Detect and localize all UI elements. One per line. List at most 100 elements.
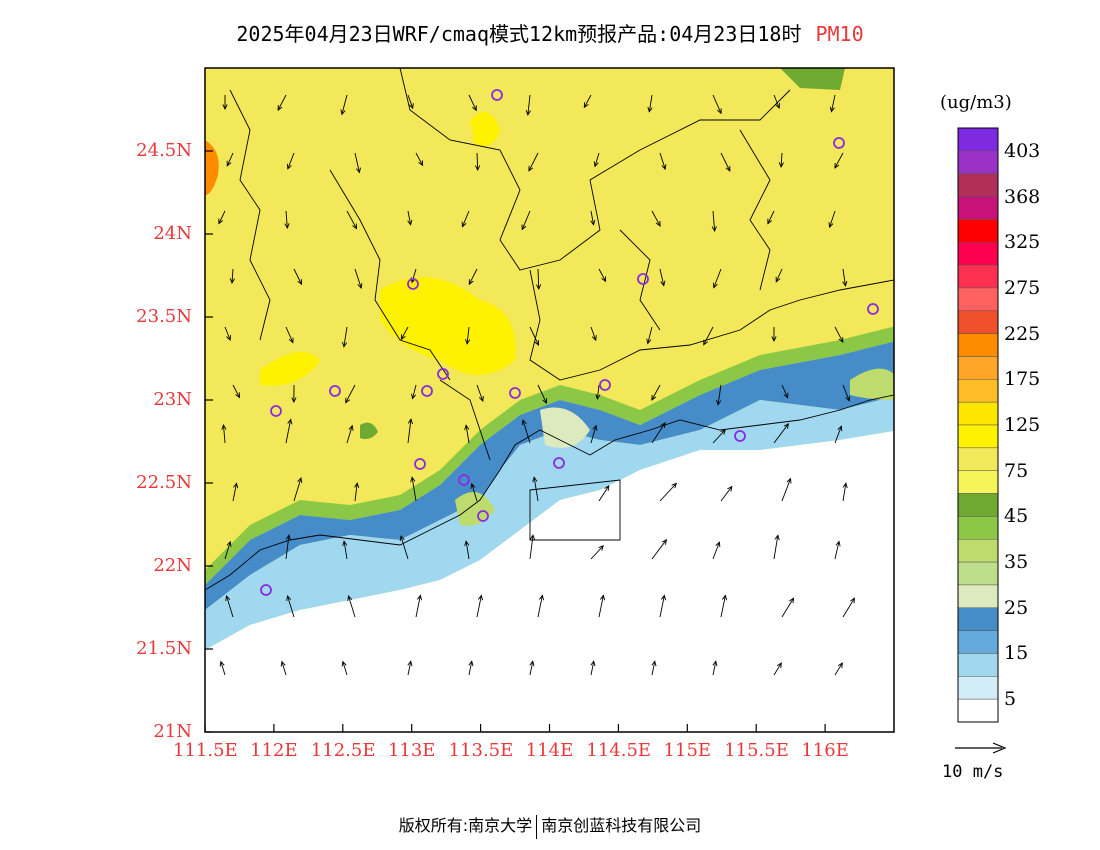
field-patch-125-north: [470, 112, 500, 146]
wind-arrow: [400, 326, 409, 341]
colorbar-swatch: [957, 287, 999, 312]
colorbar-label: 225: [1004, 322, 1041, 345]
wind-arrow: [590, 210, 596, 226]
wind-arrow: [829, 94, 836, 113]
station-marker: [734, 430, 746, 442]
footer-right: 南京创蓝科技有限公司: [541, 816, 702, 835]
station-marker: [553, 457, 565, 469]
wind-arrow: [537, 384, 547, 405]
wind-arrow: [781, 384, 789, 399]
wind-arrow: [773, 94, 780, 109]
field-sea-5: [205, 431, 894, 732]
colorbar-swatch: [957, 676, 999, 700]
colorbar-swatch: [957, 310, 999, 334]
colorbar-label: 25: [1004, 596, 1029, 619]
field-patch-45-small: [360, 422, 378, 440]
field-patch-125: [380, 277, 516, 375]
boundary-north: [399, 68, 791, 271]
field-patch-45-ne: [780, 68, 845, 90]
wind-arrow: [342, 540, 348, 560]
wind-arrow: [407, 210, 413, 226]
lat-label: 24N: [153, 223, 192, 244]
wind-arrow: [593, 152, 600, 168]
wind-arrow: [595, 384, 601, 400]
wind-arrow: [232, 482, 239, 502]
colorbar-swatch: [957, 516, 999, 540]
wind-arrow: [521, 210, 531, 231]
wind-arrow: [529, 326, 540, 347]
station-marker: [637, 273, 649, 285]
wind-arrow: [712, 429, 726, 444]
station-marker: [437, 368, 449, 380]
lon-label: 115E: [663, 740, 712, 761]
wind-arrow: [842, 597, 856, 618]
wind-arrow: [340, 94, 348, 116]
wind-arrow: [399, 535, 409, 560]
wind-arrow: [712, 268, 722, 289]
colorbar-label: 15: [1004, 642, 1029, 665]
colorbar-swatch: [957, 630, 999, 654]
station-marker: [477, 510, 489, 522]
wind-arrow: [222, 95, 228, 111]
coastline-boundaries: [205, 68, 894, 591]
wind-arrow: [590, 326, 597, 342]
field-band-45: [205, 326, 894, 585]
wind-arrow: [415, 152, 424, 167]
field-patch-25-hk: [540, 407, 590, 448]
field-band-15: [205, 396, 894, 650]
wind-arrow: [651, 384, 661, 401]
lon-label: 114E: [525, 740, 574, 761]
wind-arrow: [525, 94, 531, 116]
station-marker: [458, 474, 470, 486]
boundary-east: [739, 129, 771, 291]
wind-arrow: [232, 384, 240, 399]
colorbar: [957, 127, 999, 723]
wind-arrow: [280, 660, 287, 676]
station-marker: [509, 387, 521, 399]
lon-label: 114.5E: [586, 740, 652, 761]
wind-arrow: [583, 94, 592, 109]
lat-label: 23N: [153, 389, 192, 410]
station-marker: [414, 458, 426, 470]
field-patch-35-east: [850, 368, 894, 400]
station-marker-layer: [260, 89, 879, 596]
wind-arrow: [842, 482, 848, 502]
wind-arrow: [651, 422, 666, 444]
wind-arrow: [834, 662, 843, 676]
wind-arrow: [720, 594, 728, 618]
wind-arrow: [720, 152, 731, 172]
boundary-prd: [439, 379, 491, 461]
lat-label: 21.5N: [136, 638, 192, 659]
station-marker: [270, 405, 282, 417]
station-marker: [421, 385, 433, 397]
wind-arrow: [842, 384, 851, 402]
wind-arrow: [464, 540, 470, 560]
colorbar-label: 175: [1004, 368, 1041, 391]
wind-arrow: [711, 210, 717, 232]
concentration-field: [205, 68, 894, 732]
wind-arrow: [284, 210, 290, 229]
lat-label: 21N: [153, 721, 192, 742]
colorbar-swatch: [957, 584, 999, 609]
colorbar-swatch: [957, 447, 999, 471]
wind-arrow: [828, 210, 836, 229]
lat-label: 22N: [153, 555, 192, 576]
wind-arrow: [834, 152, 844, 169]
field-land-75: [205, 68, 894, 570]
wind-arrow: [407, 660, 413, 676]
lon-label: 113E: [387, 740, 436, 761]
wind-arrow: [712, 660, 718, 676]
wind-arrow: [703, 326, 714, 346]
colorbar-swatch: [957, 356, 999, 380]
boundary-central-west: [329, 169, 451, 381]
wind-arrow: [771, 326, 777, 343]
wind-arrow: [659, 268, 666, 287]
lon-label: 113.5E: [448, 740, 514, 761]
wind-arrow: [720, 485, 733, 502]
wind-arrow: [590, 424, 598, 444]
footer-separator: [536, 814, 538, 839]
colorbar-label: 35: [1004, 551, 1029, 574]
wind-arrow: [286, 594, 295, 618]
station-marker: [491, 89, 503, 101]
